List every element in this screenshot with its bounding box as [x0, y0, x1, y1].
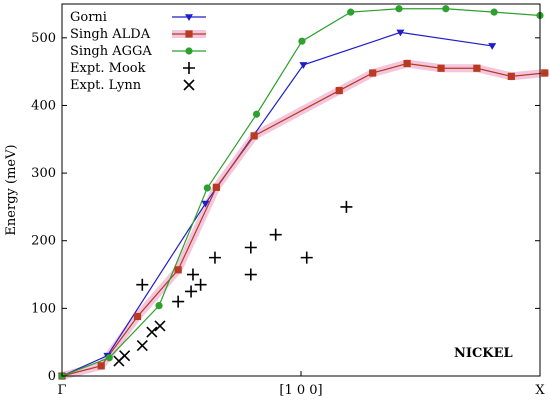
y-tick-label: 0 [48, 369, 56, 384]
y-tick-label: 400 [31, 98, 56, 113]
legend: Gorni Singh ALDA Singh AGGA Expt. Mook Expt.… [70, 10, 206, 93]
legend-marker-singh-agga [185, 47, 193, 55]
gorni-point-2 [201, 200, 210, 208]
expt-lynn-point-2 [136, 339, 148, 352]
singh-alda-point-12 [541, 69, 549, 77]
legend-label-gorni: Gorni [70, 10, 107, 25]
expt-mook-point-5 [208, 251, 221, 264]
x-axis: Γ [1 0 0] X [57, 371, 545, 398]
singh-alda-band [58, 59, 549, 380]
singh-agga-point-9 [490, 8, 498, 16]
gorni-point-4 [396, 29, 405, 37]
y-tick-label: 100 [31, 301, 56, 316]
expt-mook-point-0 [136, 278, 149, 291]
expt-mook-point-1 [172, 295, 185, 308]
singh-alda-point-5 [250, 132, 258, 140]
expt-mook-point-6 [244, 268, 257, 281]
expt-mook-point-4 [194, 278, 207, 291]
singh-agga-point-4 [252, 110, 261, 118]
singh-agga-point-3 [203, 184, 211, 192]
legend-marker-singh-alda [185, 30, 193, 38]
singh-agga-point-8 [442, 5, 450, 13]
singh-alda-point-6 [335, 86, 343, 95]
legend-marker-expt-mook [183, 62, 195, 74]
expt-mook-point-2 [185, 285, 198, 298]
singh-alda-point-1 [97, 362, 105, 370]
x-tick-label: [1 0 0] [279, 383, 322, 398]
expt-mook-point-8 [269, 228, 282, 241]
expt-mook-point-7 [244, 241, 257, 254]
expt-mook-point-3 [186, 268, 199, 281]
y-tick-label: 200 [31, 234, 56, 249]
singh-alda-point-3 [174, 266, 182, 274]
expt-mook-point-9 [300, 251, 313, 264]
series-markers [58, 5, 549, 380]
legend-label-expt-mook: Expt. Mook [70, 61, 146, 76]
legend-label-expt-lynn: Expt. Lynn [70, 78, 142, 93]
y-axis-title: Energy (meV) [4, 144, 19, 235]
singh-alda-point-9 [437, 64, 445, 72]
gorni-point-5 [488, 43, 497, 50]
legend-label-singh-agga: Singh AGGA [70, 44, 152, 59]
expt-mook-point-10 [340, 200, 353, 213]
singh-alda-point-2 [133, 312, 142, 321]
legend-marker-expt-lynn [183, 79, 195, 91]
x-tick-label: X [535, 383, 545, 398]
expt-lynn-point-1 [119, 350, 131, 362]
chart-annotation: NICKEL [454, 346, 513, 361]
singh-alda-point-4 [212, 183, 220, 191]
singh-agga-point-6 [347, 8, 355, 16]
singh-agga-point-1 [105, 354, 113, 362]
legend-label-singh-alda: Singh ALDA [70, 27, 151, 42]
expt-lynn-point-3 [146, 326, 158, 338]
legend-marker-gorni [185, 14, 193, 21]
singh-agga-point-7 [395, 5, 403, 13]
singh-alda-point-8 [403, 59, 411, 68]
x-tick-label: Γ [57, 383, 66, 398]
alda-error-band [58, 59, 549, 380]
singh-alda-point-10 [473, 64, 481, 72]
expt-lynn-point-4 [154, 320, 166, 332]
singh-alda-point-11 [507, 72, 515, 80]
y-axis: 0 100 200 300 400 500 [31, 31, 540, 384]
singh-alda-point-7 [369, 69, 377, 77]
singh-agga-point-5 [298, 37, 306, 45]
gorni-point-3 [299, 62, 308, 69]
y-tick-label: 500 [31, 31, 56, 46]
y-tick-label: 300 [31, 166, 56, 181]
singh-agga-point-2 [155, 302, 163, 310]
